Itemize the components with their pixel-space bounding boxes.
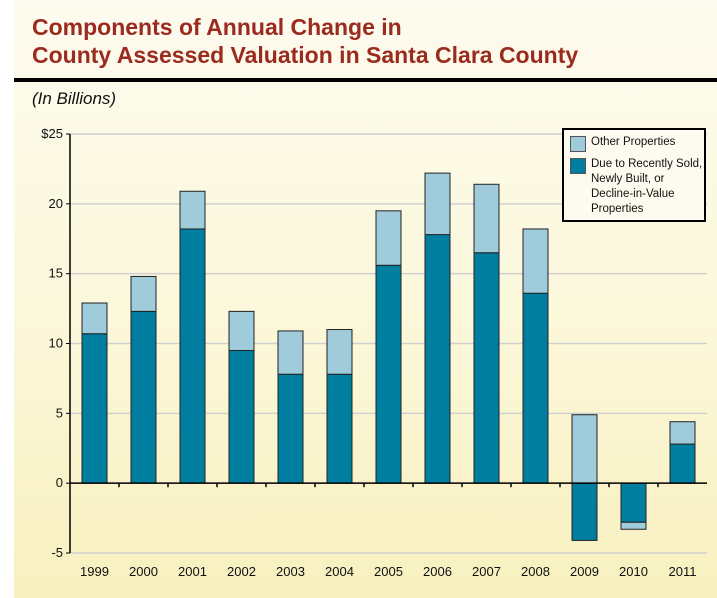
legend: Other Properties Due to Recently Sold, N… (562, 128, 706, 222)
title-line-2: County Assessed Valuation in Santa Clara… (32, 42, 579, 68)
legend-label-other: Other Properties (591, 136, 676, 148)
bar-due-2002 (228, 349, 255, 484)
y-tick-label: 5 (56, 405, 63, 420)
bar-due-2009 (571, 482, 598, 541)
bar-due-2005 (375, 264, 402, 484)
bar-other-2006 (424, 172, 451, 236)
bar-other-2010 (620, 521, 647, 530)
bar-due-2008 (522, 292, 549, 484)
bar-other-2004 (326, 329, 353, 375)
x-tick-label: 2010 (619, 564, 648, 579)
x-tick-label: 2001 (178, 564, 207, 579)
x-tick-label: 2011 (669, 564, 697, 579)
bar-due-2006 (424, 234, 451, 484)
x-tick-label: 2008 (521, 564, 550, 579)
bar-other-2009 (571, 414, 598, 484)
y-tick-label: $25 (41, 126, 63, 141)
legend-label-due: Due to Recently Sold, Newly Built, or De… (591, 158, 703, 215)
x-tick-label: 2004 (325, 564, 354, 579)
bar-other-2000 (130, 275, 157, 312)
legend-swatch-other (570, 136, 586, 152)
bar-due-2000 (130, 310, 157, 484)
title-divider (14, 78, 717, 82)
bar-other-2007 (473, 183, 500, 254)
x-tick-label: 2007 (472, 564, 501, 579)
x-tick-label: 2009 (570, 564, 599, 579)
x-tick-label: 2005 (374, 564, 403, 579)
bar-due-2007 (473, 252, 500, 484)
chart-title: Components of Annual Change in County As… (32, 13, 578, 69)
bar-due-2010 (620, 482, 647, 523)
y-tick-label: 10 (49, 336, 63, 351)
x-tick-label: 1999 (80, 564, 109, 579)
bar-other-2003 (277, 330, 304, 375)
y-tick-label: 20 (49, 196, 63, 211)
bar-other-2011 (669, 421, 696, 445)
legend-swatch-due (570, 158, 586, 174)
units-label: (In Billions) (32, 89, 117, 108)
bar-due-2004 (326, 373, 353, 484)
bar-due-2001 (179, 228, 206, 484)
x-tick-label: 2000 (129, 564, 158, 579)
bar-due-1999 (81, 333, 108, 484)
x-tick-label: 2006 (423, 564, 452, 579)
bar-other-1999 (81, 302, 108, 335)
bar-due-2003 (277, 373, 304, 484)
y-tick-label: -5 (51, 545, 63, 560)
y-tick-label: 0 (56, 475, 63, 490)
y-tick-label: 15 (49, 266, 63, 281)
x-tick-label: 2002 (227, 564, 256, 579)
bar-other-2005 (375, 210, 402, 266)
bar-other-2008 (522, 228, 549, 294)
x-tick-label: 2003 (276, 564, 305, 579)
bar-other-2001 (179, 190, 206, 230)
title-line-1: Components of Annual Change in (32, 14, 402, 40)
bar-other-2002 (228, 310, 255, 351)
bar-due-2011 (669, 443, 696, 484)
